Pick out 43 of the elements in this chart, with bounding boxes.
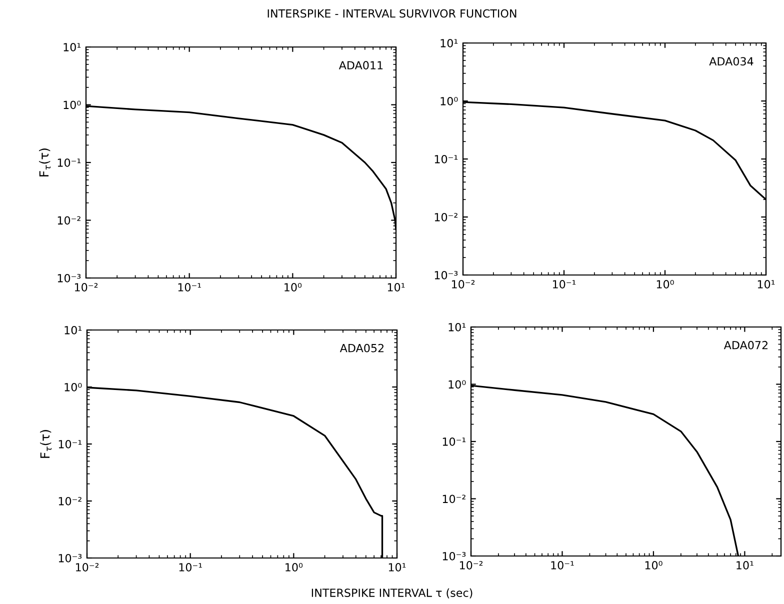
- y-tick-label: 10⁻¹: [434, 154, 458, 164]
- chart-title: INTERSPIKE - INTERVAL SURVIVOR FUNCTION: [268, 9, 516, 18]
- y-tick-label: 10⁻³: [442, 552, 466, 560]
- annotation: ADA011: [338, 61, 383, 70]
- y-tick-label: 10⁻¹: [58, 158, 81, 167]
- annotation: ADA072: [724, 340, 768, 350]
- x-tick-label: 10⁻²: [76, 563, 99, 572]
- y-tick-label: 10¹: [440, 38, 458, 48]
- y-tick-label: 10⁰: [64, 100, 81, 110]
- x-axis-title: INTERSPIKE INTERVAL τ (sec): [312, 588, 472, 598]
- y-tick-label: 10¹: [448, 322, 466, 332]
- x-tick-label: 10⁻²: [460, 561, 483, 570]
- y-tick-label: 10⁻²: [58, 216, 80, 225]
- y-tick-label: 10⁻³: [434, 270, 458, 280]
- y-tick-label: 10¹: [64, 326, 82, 334]
- y-tick-label: 10⁻¹: [442, 437, 466, 446]
- x-tick-label: 10¹: [388, 563, 406, 572]
- x-tick-label: 10⁻¹: [178, 283, 201, 292]
- y-tick-label: 10⁻³: [58, 554, 82, 562]
- x-tick-label: 10⁰: [284, 283, 302, 292]
- x-tick-label: 10⁰: [656, 280, 674, 288]
- y-tick-label: 10⁻¹: [58, 440, 82, 448]
- y-tick-label: 10⁻²: [58, 496, 82, 506]
- y-tick-label: 10⁰: [64, 382, 82, 392]
- x-tick-label: 10⁻²: [74, 283, 98, 292]
- annotation: ADA052: [340, 344, 384, 352]
- x-tick-label: 10⁻¹: [179, 563, 202, 572]
- y-tick-label: 10⁻³: [58, 274, 81, 282]
- x-tick-label: 10¹: [758, 280, 775, 288]
- x-tick-label: 10⁰: [645, 561, 662, 570]
- x-tick-label: 10⁰: [286, 563, 303, 572]
- y-tick-label: 10⁰: [440, 96, 458, 106]
- y-axis-title: F$_{τ}$(τ): [40, 430, 52, 458]
- x-tick-label: 10⁻¹: [551, 561, 574, 570]
- x-tick-label: 10¹: [388, 283, 405, 292]
- y-axis-title: F$_{τ}$(τ): [39, 148, 51, 176]
- annotation: ADA034: [709, 57, 754, 66]
- y-tick-label: 10⁻²: [434, 212, 458, 222]
- y-tick-label: 10¹: [64, 42, 81, 52]
- x-tick-label: 10¹: [736, 561, 754, 570]
- x-tick-label: 10⁻¹: [552, 280, 576, 288]
- y-tick-label: 10⁰: [448, 380, 466, 389]
- y-tick-label: 10⁻²: [442, 494, 466, 504]
